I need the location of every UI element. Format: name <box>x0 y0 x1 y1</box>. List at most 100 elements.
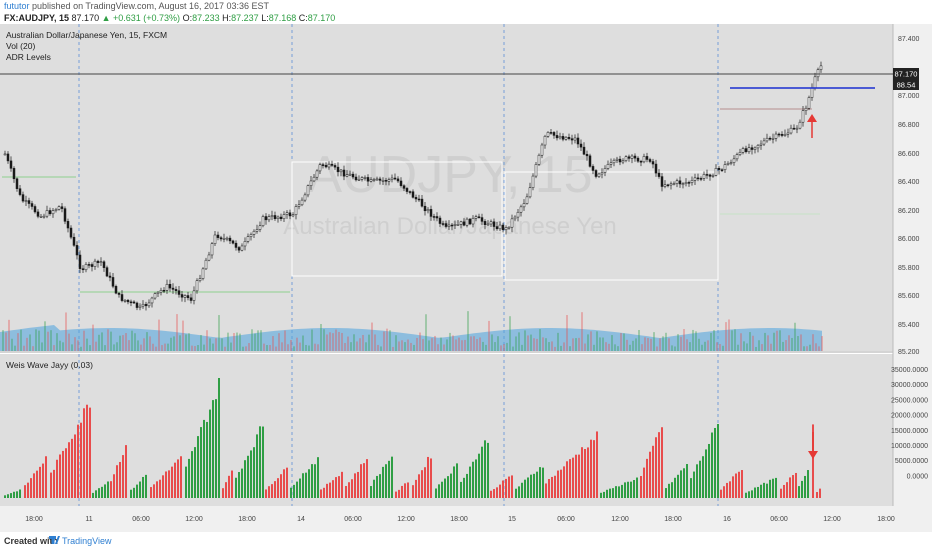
weis-wave-bar <box>748 491 750 498</box>
weis-wave-bar <box>424 467 426 498</box>
weis-wave-bar <box>13 491 15 498</box>
candle-body <box>135 302 139 308</box>
candle-body <box>264 216 268 221</box>
weis-wave-bar <box>615 486 617 498</box>
volume-bar <box>380 346 382 351</box>
weis-wave-bar <box>646 458 648 498</box>
candle-body <box>495 226 499 230</box>
candle-body <box>807 97 811 109</box>
weis-wave-bar <box>745 492 747 498</box>
volume-bar <box>458 337 460 351</box>
volume-bar <box>740 333 742 351</box>
volume-bar <box>356 341 358 351</box>
candle-body <box>123 299 127 302</box>
time-tick-labels: 18:00 11 06:00 12:00 18:00 14 06:00 12:00 18:00 1… <box>25 516 895 523</box>
weis-wave-bar <box>398 489 400 498</box>
weis-wave-bar <box>363 463 365 498</box>
volume-bar <box>461 340 463 351</box>
weis-wave-bar <box>171 466 173 498</box>
candle-body <box>225 237 229 240</box>
weis-wave-bar <box>274 481 276 498</box>
weis-wave-bar <box>98 488 100 498</box>
weis-wave-bar <box>145 474 147 498</box>
volume-bar <box>272 336 274 351</box>
volume-bar <box>698 338 700 351</box>
price-axis[interactable] <box>893 24 932 506</box>
weis-wave-bar <box>113 474 115 498</box>
volume-bar <box>68 333 70 351</box>
weis-wave-bar <box>280 474 282 498</box>
weis-wave-bar <box>305 472 307 498</box>
weis-wave-bar <box>816 492 818 498</box>
tradingview-link[interactable]: TradingView <box>62 536 112 546</box>
weis-wave-bar <box>231 470 233 498</box>
weis-wave-bar <box>481 446 483 498</box>
volume-bar <box>776 330 778 351</box>
candle-body <box>309 180 313 186</box>
candle-body <box>36 211 40 217</box>
volume-bar <box>317 344 319 351</box>
weis-wave-bar <box>655 437 657 498</box>
weis-wave-bar <box>542 467 544 498</box>
candle-body <box>321 164 325 166</box>
candle-body <box>447 224 451 227</box>
weis-wave-bar <box>271 484 273 498</box>
volume-bar <box>116 342 118 351</box>
weis-wave-bar <box>624 482 626 498</box>
adr-indicator-label[interactable]: ADR Levels <box>6 52 51 62</box>
candle-body <box>273 215 277 219</box>
volume-bar <box>377 344 379 351</box>
weis-wave-bar <box>212 400 214 498</box>
weis-wave-bar <box>42 463 44 498</box>
volume-bar <box>821 336 823 351</box>
weis-wave-bar <box>702 456 704 498</box>
candle-body <box>132 301 136 304</box>
weis-wave-bar <box>95 490 97 498</box>
weis-wave-bar <box>505 478 507 498</box>
weis-wave-bar <box>10 493 12 498</box>
vol-indicator-label[interactable]: Vol (20) <box>6 41 35 51</box>
sub-pane-title[interactable]: Weis Wave Jayy (0.03) <box>6 360 93 370</box>
candle-body <box>636 157 640 162</box>
candle-body <box>561 136 565 140</box>
weis-wave-bar <box>370 486 372 498</box>
weis-wave-bar <box>447 476 449 498</box>
weis-wave-bar <box>456 463 458 498</box>
candle-body <box>501 224 505 231</box>
chart-svg[interactable]: AUDJPY, 15 Australian Dollar/Japanese Ye… <box>0 24 932 532</box>
volume-bar <box>326 334 328 351</box>
weis-wave-bar <box>696 464 698 498</box>
candle-body <box>363 177 367 179</box>
weis-wave-bar <box>807 470 809 498</box>
volume-bar <box>713 330 715 351</box>
publisher-link[interactable]: fututor <box>4 1 30 11</box>
time-tick-label: 15 <box>508 516 516 523</box>
weis-wave-bar <box>45 456 47 498</box>
weis-wave-bar <box>763 482 765 498</box>
sub-tick-label: 30000.0000 <box>891 382 928 389</box>
candle-body <box>249 234 253 237</box>
candle-body <box>633 155 637 159</box>
candle-body <box>255 229 259 232</box>
candle-body <box>300 199 304 206</box>
volume-bar <box>683 329 685 351</box>
weis-wave-bar <box>286 467 288 498</box>
weis-wave-bar <box>317 457 319 498</box>
volume-bar <box>548 342 550 351</box>
weis-wave-bar <box>609 488 611 498</box>
volume-bar <box>752 335 754 351</box>
candle-body <box>645 156 649 160</box>
volume-bar <box>35 329 37 351</box>
weis-wave-bar <box>262 426 264 498</box>
candle-body <box>348 173 352 176</box>
candle-body <box>738 152 742 155</box>
weis-wave-bar <box>36 470 38 498</box>
chart-area[interactable]: AUDJPY, 15 Australian Dollar/Japanese Ye… <box>0 24 932 532</box>
time-axis[interactable] <box>0 506 932 532</box>
volume-bar <box>56 333 58 351</box>
volume-bar <box>755 346 757 351</box>
weis-wave-bar <box>136 484 138 498</box>
price-tick-label: 87.000 <box>898 93 920 100</box>
weis-wave-bar <box>671 482 673 498</box>
volume-bar <box>587 334 589 351</box>
